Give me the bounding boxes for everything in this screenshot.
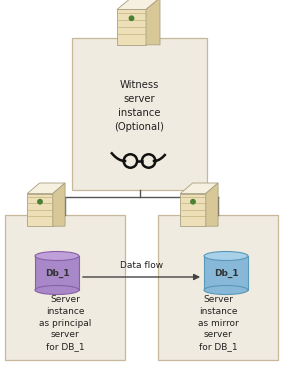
Polygon shape <box>27 183 65 194</box>
Text: Db_1: Db_1 <box>45 268 69 277</box>
Bar <box>35 256 79 290</box>
Circle shape <box>38 199 42 204</box>
Ellipse shape <box>35 251 79 261</box>
Text: Server
instance
as principal
server
for DB_1: Server instance as principal server for … <box>39 295 91 351</box>
Polygon shape <box>206 183 218 226</box>
Circle shape <box>129 16 134 20</box>
Polygon shape <box>117 0 160 10</box>
Ellipse shape <box>35 285 79 295</box>
Polygon shape <box>146 0 160 45</box>
Text: Server
instance
as mirror
server
for DB_1: Server instance as mirror server for DB_… <box>198 295 238 351</box>
FancyBboxPatch shape <box>5 215 125 360</box>
FancyBboxPatch shape <box>72 38 207 190</box>
Polygon shape <box>180 194 206 226</box>
Text: Data flow: Data flow <box>120 261 163 270</box>
Polygon shape <box>117 10 146 45</box>
Text: Witness
server
instance
(Optional): Witness server instance (Optional) <box>115 80 164 132</box>
Ellipse shape <box>204 251 248 261</box>
FancyBboxPatch shape <box>158 215 278 360</box>
Ellipse shape <box>204 285 248 295</box>
Bar <box>204 256 248 290</box>
Text: Db_1: Db_1 <box>214 268 238 277</box>
Circle shape <box>191 199 195 204</box>
Polygon shape <box>180 183 218 194</box>
Polygon shape <box>27 194 53 226</box>
Polygon shape <box>53 183 65 226</box>
